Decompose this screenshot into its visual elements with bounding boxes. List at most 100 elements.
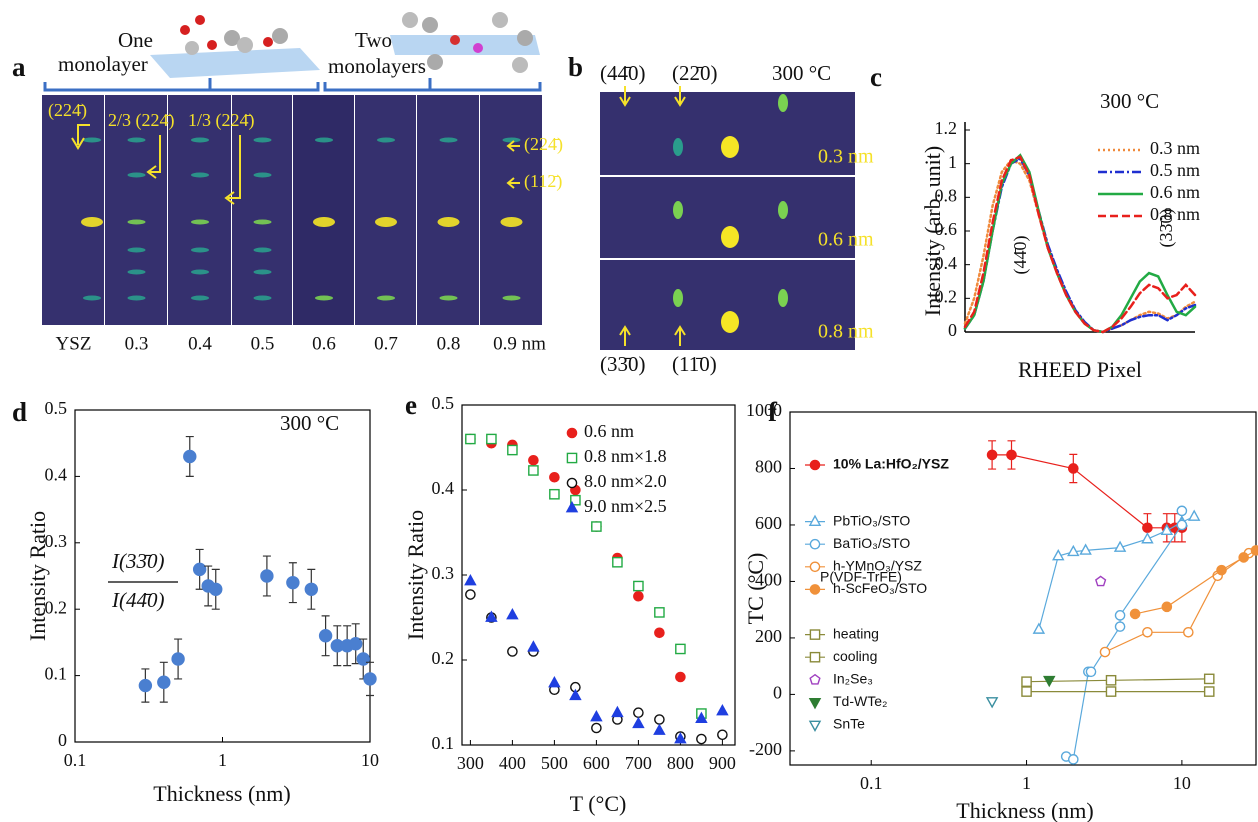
rheed-spot [377, 137, 395, 143]
y-tick-label: 0 [58, 730, 67, 750]
arrow [674, 86, 686, 107]
point [716, 704, 729, 716]
y-axis-label: Intensity Ratio [403, 510, 428, 640]
column-label: 0.8 [437, 333, 461, 354]
y-axis-label: Intensity (arb. unit) [920, 146, 945, 316]
arrow [619, 86, 631, 107]
y-tick-label: 600 [755, 513, 782, 533]
point [654, 607, 665, 618]
rheed-spot [439, 137, 458, 143]
point [507, 444, 518, 456]
top-label: Two [355, 28, 392, 52]
point [1006, 449, 1017, 461]
y-tick-label: 0 [773, 683, 782, 703]
point [1114, 621, 1126, 632]
legend-marker [809, 459, 821, 471]
legend-marker [809, 629, 821, 640]
legend-label: 0.6 nm [584, 421, 634, 441]
rheed-spot [721, 136, 739, 158]
point [192, 562, 207, 577]
legend-label: In₂Se₃ [833, 671, 873, 687]
point [633, 590, 644, 602]
point [183, 449, 197, 464]
y-tick-label: 0.4 [45, 465, 68, 485]
point [612, 556, 623, 568]
rheed-spot [778, 94, 788, 112]
rheed-spot [502, 137, 521, 143]
y-tick-label: 0 [948, 320, 957, 340]
annotation: 1/3 (224̄) [188, 110, 255, 131]
rheed-spot [315, 295, 333, 301]
x-axis-label: T (°C) [570, 791, 627, 816]
point [363, 672, 377, 686]
point [171, 652, 185, 666]
point [591, 521, 602, 532]
legend-label: BaTiO₃/STO [833, 535, 910, 551]
y-tick-label: 0.8 [935, 185, 958, 205]
x-tick-label: 700 [625, 753, 652, 773]
legend-label: heating [833, 625, 879, 641]
point [1105, 686, 1117, 697]
point [549, 471, 560, 483]
y-tick-label: 0.5 [432, 393, 455, 413]
annotation: 300 °C [280, 411, 339, 435]
column-label: 0.5 [251, 333, 275, 354]
point [1216, 564, 1227, 576]
rheed-spot [315, 137, 333, 143]
rheed-spot [83, 137, 101, 143]
point [633, 707, 644, 719]
panel-label: c [870, 62, 882, 92]
point [356, 652, 370, 666]
rheed-spot [377, 295, 395, 301]
legend-label: 0.5 nm [1150, 160, 1200, 180]
arrow-head [224, 191, 235, 205]
surface-plane [150, 48, 320, 78]
rheed-image [105, 95, 167, 325]
rheed-spot [721, 226, 739, 248]
rheed-spot [778, 289, 788, 307]
point [675, 643, 686, 655]
rheed-image [42, 95, 104, 325]
y-tick-label: 0.3 [45, 531, 68, 551]
rheed-spot [673, 201, 683, 219]
legend-label: h-ScFeO₃/STO [833, 580, 927, 596]
rheed-spot [191, 137, 209, 143]
legend-marker [566, 427, 578, 439]
molecule-illustration [180, 12, 533, 73]
ratio-numerator: I(33̄0) [111, 549, 164, 573]
bracket [323, 78, 542, 92]
point [675, 671, 686, 683]
arrow [674, 325, 686, 346]
legend-label: 10% La:HfO₂/YSZ [833, 456, 949, 472]
column-label: 0.3 [125, 333, 149, 354]
point [1142, 626, 1153, 638]
point [654, 714, 665, 725]
y-tick-label: 0.4 [432, 478, 455, 498]
legend-marker [809, 538, 821, 550]
legend-marker [566, 477, 578, 489]
annotation: 300 °C [1100, 89, 1159, 113]
legend-label: h-YMnO₃/YSZ [833, 558, 922, 574]
point [1043, 675, 1056, 688]
rheed-spot [81, 217, 103, 227]
point [633, 580, 644, 592]
y-tick-label: 200 [755, 626, 782, 646]
y-axis-label: TC (°C) [743, 553, 768, 625]
column-label: 0.9 nm [493, 333, 546, 354]
arrow [228, 135, 241, 199]
point [696, 733, 707, 745]
x-tick-label: 900 [709, 753, 736, 773]
legend-label: 0.8 nm [1150, 204, 1200, 224]
point [528, 465, 539, 476]
rheed-spot [127, 269, 146, 275]
ratio-denominator: I(44̄0) [111, 588, 164, 612]
y-tick-label: 1.2 [935, 118, 958, 138]
arrow-head [71, 137, 85, 150]
bracket [43, 78, 320, 92]
point [506, 607, 519, 620]
y-axis-label: Intensity Ratio [25, 511, 50, 641]
point [549, 488, 560, 500]
point [1203, 673, 1215, 685]
x-tick-label: 1 [218, 750, 227, 770]
connector-line [992, 454, 1182, 529]
